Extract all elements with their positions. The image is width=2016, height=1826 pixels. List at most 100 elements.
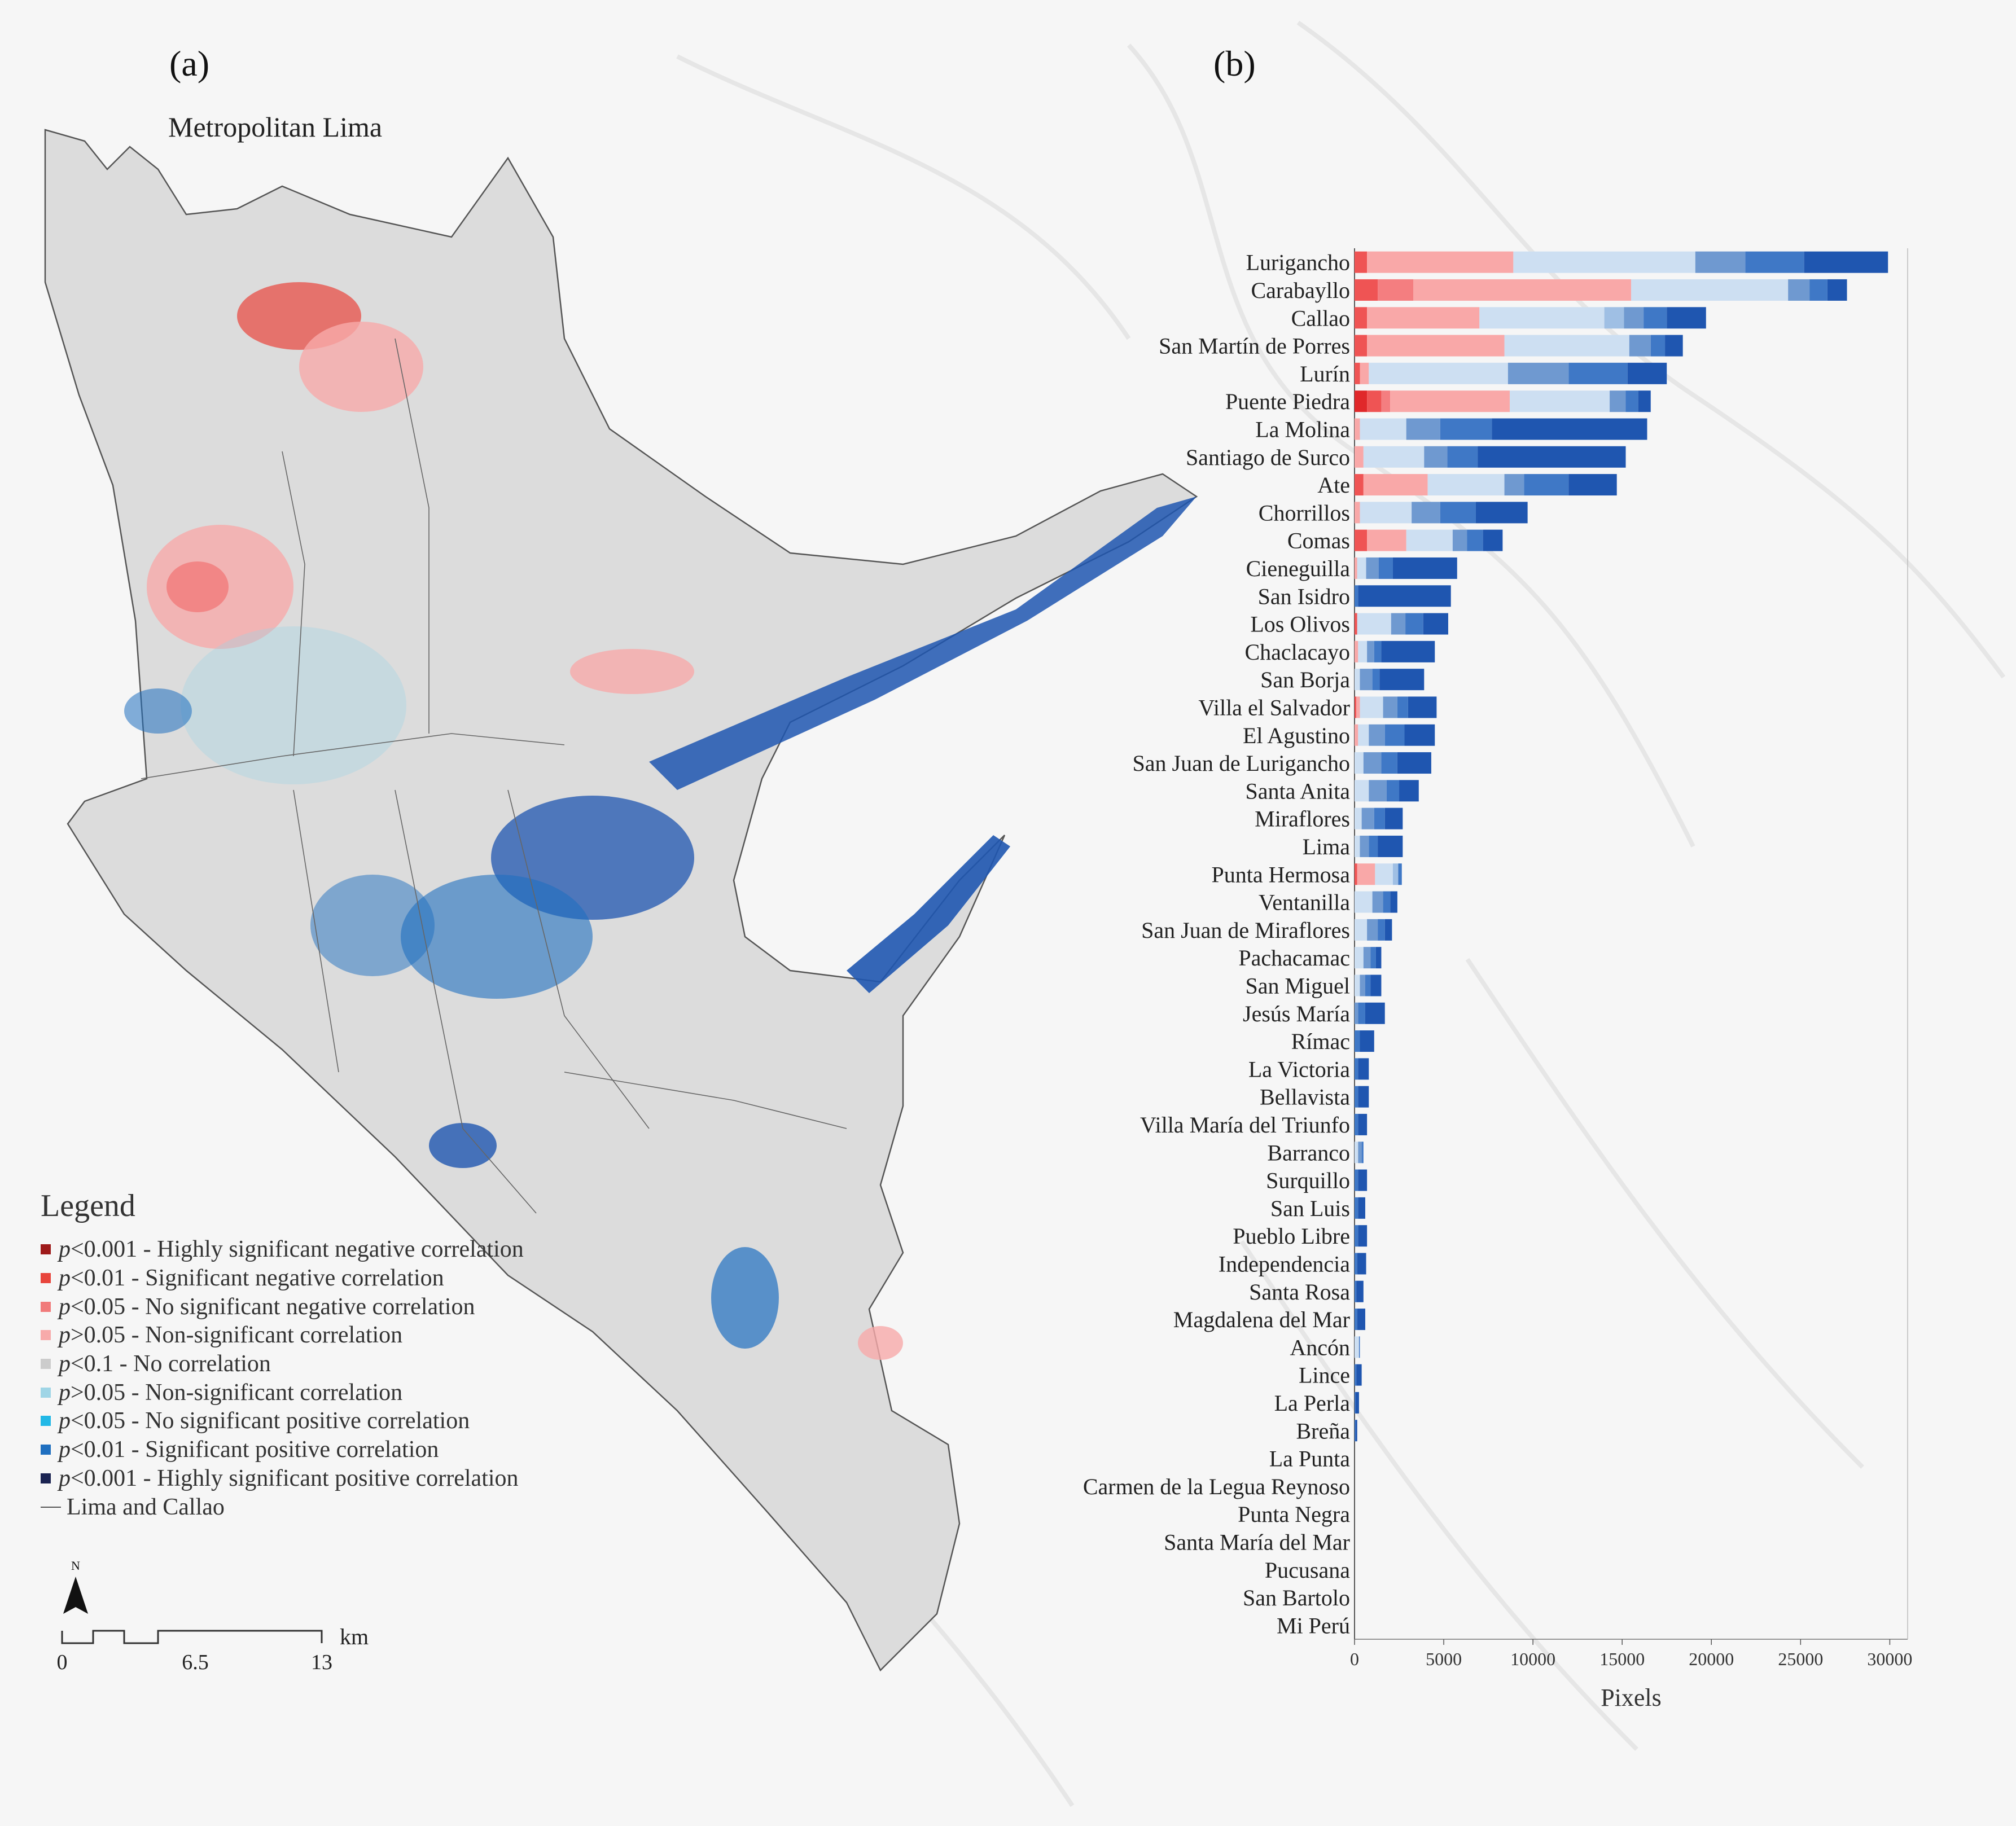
bar-segment (1513, 251, 1695, 273)
bar-segment (1391, 613, 1406, 635)
bar-segment (1357, 557, 1366, 579)
bar-segment (1412, 502, 1440, 524)
category-label: Bellavista (1260, 1085, 1350, 1110)
bar-segment (1355, 919, 1368, 941)
category-label: Callao (1291, 305, 1350, 331)
bar-segment (1625, 390, 1638, 412)
bar-segment (1492, 418, 1647, 440)
panel-a-label: (a) (169, 43, 209, 84)
bar-segment (1355, 474, 1364, 496)
bar-segment (1360, 696, 1383, 718)
bar-segment (1355, 1002, 1358, 1024)
bar-segment (1369, 835, 1378, 857)
bar-segment (1369, 780, 1387, 802)
category-label: Breña (1296, 1418, 1350, 1443)
x-tick-label: 25000 (1778, 1649, 1823, 1669)
category-label: Chaclacayo (1244, 639, 1350, 665)
bar-segment (1390, 891, 1397, 913)
category-label: La Perla (1274, 1390, 1351, 1416)
bar-segment (1355, 1142, 1358, 1164)
bar-segment (1379, 669, 1425, 691)
bar-segment (1355, 1058, 1358, 1080)
bar-segment (1355, 251, 1368, 273)
legend-swatch (41, 1273, 51, 1284)
bar-segment (1355, 1309, 1357, 1331)
bar-segment (1358, 1113, 1368, 1135)
bar-segment (1357, 613, 1391, 635)
chart-bars (1355, 251, 1888, 1442)
legend-p-symbol: p (59, 1408, 71, 1434)
legend-label: <0.05 - No significant positive correlat… (71, 1408, 470, 1434)
legend-label: <0.001 - Highly significant positive cor… (71, 1465, 519, 1491)
bar-segment (1355, 975, 1360, 997)
category-label: Villa María del Triunfo (1140, 1112, 1350, 1138)
legend-swatch (41, 1301, 51, 1312)
legend-p-symbol: p (59, 1379, 71, 1406)
bar-segment (1372, 891, 1383, 913)
category-label: Pachacamac (1238, 945, 1350, 971)
bar-segment (1355, 947, 1364, 969)
bar-segment (1406, 529, 1453, 551)
bar-segment (1355, 807, 1362, 829)
bar-segment (1367, 251, 1514, 273)
bar-segment (1367, 529, 1406, 551)
legend: Legend p <0.001 - Highly significant nega… (41, 1188, 605, 1521)
bar-segment (1510, 390, 1610, 412)
legend-boundary-item: Lima and Callao (41, 1493, 605, 1521)
bar-segment (1361, 807, 1374, 829)
legend-label: >0.05 - Non-significant correlation (71, 1322, 403, 1349)
bar-segment (1384, 919, 1392, 941)
legend-p-symbol: p (59, 1236, 71, 1263)
bar-segment (1375, 947, 1382, 969)
panel-b-label: (b) (1213, 43, 1256, 84)
bar-segment (1367, 335, 1505, 357)
bar-segment (1447, 446, 1478, 468)
bar-segment (1467, 529, 1483, 551)
bar-segment (1504, 474, 1524, 496)
bar-segment (1355, 640, 1358, 662)
legend-p-symbol: p (59, 1465, 71, 1491)
legend-p-symbol: p (59, 1265, 71, 1292)
category-label: San Juan de Lurigancho (1133, 750, 1350, 776)
bar-segment (1356, 696, 1360, 718)
x-axis-label: Pixels (1601, 1684, 1662, 1711)
bar-segment (1372, 669, 1380, 691)
rimac-valley-correlation (649, 497, 1197, 790)
bar-segment (1440, 502, 1476, 524)
category-label: Santa Anita (1245, 778, 1350, 804)
bar-segment (1355, 279, 1378, 301)
bar-segment (1405, 613, 1423, 635)
bar-segment (1355, 362, 1360, 384)
bar-segment (1360, 502, 1412, 524)
bar-segment (1507, 362, 1569, 384)
category-label: San Martín de Porres (1159, 333, 1350, 359)
bar-segment (1358, 1142, 1362, 1164)
legend-title: Legend (41, 1188, 135, 1223)
bar-segment (1479, 307, 1605, 329)
category-label: Carabayllo (1251, 278, 1351, 303)
legend-item: p <0.05 - No significant positive correla… (41, 1407, 605, 1436)
bar-segment (1644, 307, 1667, 329)
bar-segment (1358, 1336, 1360, 1358)
category-label: Independencia (1219, 1251, 1350, 1276)
category-label: San Borja (1260, 667, 1350, 692)
category-label: Lurín (1300, 361, 1350, 387)
bar-segment (1355, 1280, 1357, 1302)
scale-unit: km (340, 1624, 369, 1649)
bar-segment (1355, 1420, 1356, 1442)
legend-item: p <0.001 - Highly significant negative co… (41, 1235, 605, 1264)
legend-item: p <0.01 - Significant negative correlatio… (41, 1264, 605, 1293)
legend-swatch (41, 1445, 51, 1455)
x-axis: 0 5000 10000 15000 20000 25000 30000 Pixels (1350, 1639, 1912, 1711)
category-label: San Juan de Miraflores (1141, 918, 1350, 943)
bar-segment (1360, 418, 1406, 440)
legend-item: p <0.01 - Significant positive correlatio… (41, 1436, 605, 1464)
legend-label: <0.1 - No correlation (71, 1351, 271, 1377)
category-label: Santa Rosa (1249, 1279, 1350, 1305)
bar-segment (1667, 307, 1706, 329)
category-label: Magdalena del Mar (1173, 1307, 1350, 1332)
bar-segment (1367, 919, 1378, 941)
bar-segment (1378, 919, 1385, 941)
legend-p-symbol: p (59, 1437, 71, 1463)
